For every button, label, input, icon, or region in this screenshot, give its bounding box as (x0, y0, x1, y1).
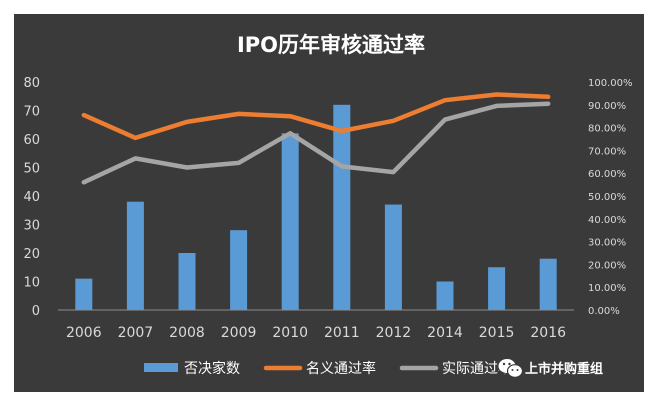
bar (333, 104, 351, 310)
y-left-tick-label: 80 (23, 76, 40, 91)
y-left-tick-label: 20 (23, 247, 40, 262)
bar (75, 278, 93, 310)
x-tick-label: 2008 (169, 325, 205, 341)
y-right-tick-label: 10.00% (588, 283, 626, 294)
x-tick-label: 2016 (530, 325, 566, 341)
bar (384, 204, 402, 310)
legend-label: 名义通过率 (306, 360, 376, 377)
bar (436, 281, 454, 310)
watermark: 上市并购重组 (497, 358, 603, 378)
y-right-tick-label: 60.00% (588, 169, 626, 180)
bar (230, 230, 248, 310)
watermark-text: 上市并购重组 (525, 361, 603, 377)
y-right-tick-label: 90.00% (588, 101, 626, 112)
x-tick-label: 2006 (66, 325, 102, 341)
bar (281, 133, 299, 310)
bar-series (75, 104, 557, 310)
y-left-tick-label: 10 (23, 276, 40, 291)
legend-swatch (144, 363, 178, 372)
x-tick-label: 2007 (118, 325, 154, 341)
legend-label: 否决家数 (184, 360, 240, 377)
y-right-tick-label: 30.00% (588, 238, 626, 249)
legend-label: 实际通过率 (442, 360, 512, 377)
x-tick-label: 2009 (221, 325, 257, 341)
y-left-tick-label: 30 (23, 219, 40, 234)
bar (178, 253, 196, 310)
y-right-tick-label: 40.00% (588, 215, 626, 226)
bar (126, 201, 144, 310)
legend: 否决家数 名义通过率 实际通过率 (144, 360, 512, 377)
y-right-tick-label: 0.00% (588, 306, 620, 317)
bar (539, 258, 557, 310)
y-right-tick-label: 20.00% (588, 260, 626, 271)
chart-title: IPO历年审核通过率 (237, 33, 425, 57)
y-right-tick-label: 100.00% (588, 78, 633, 89)
axes: 0 10 20 30 40 50 60 70 80 0.00% 10.00% 20.00% 30.00%… (23, 76, 632, 341)
y-right-tick-label: 80.00% (588, 124, 626, 135)
y-left-tick-label: 40 (23, 190, 40, 205)
y-right-tick-label: 50.00% (588, 192, 626, 203)
x-tick-label: 2014 (427, 325, 463, 341)
series-line (81, 92, 551, 141)
series-line (81, 101, 551, 185)
chart: IPO历年审核通过率 0 10 20 30 40 50 60 70 80 0.00% 10.00% 2… (23, 33, 633, 378)
x-tick-label: 2015 (479, 325, 515, 341)
y-left-tick-label: 60 (23, 133, 40, 148)
chart-card: IPO历年审核通过率 0 10 20 30 40 50 60 70 80 0.00% 10.00% 2… (14, 14, 644, 392)
x-tick-label: 2011 (324, 325, 360, 341)
x-tick-label: 2012 (376, 325, 412, 341)
y-left-tick-label: 70 (23, 105, 40, 120)
y-right-tick-label: 70.00% (588, 146, 626, 157)
y-left-tick-label: 50 (23, 162, 40, 177)
x-tick-label: 2010 (272, 325, 308, 341)
bar (488, 267, 506, 310)
wechat-icon (497, 358, 524, 378)
y-left-tick-label: 0 (32, 304, 40, 319)
line-series (81, 92, 551, 185)
